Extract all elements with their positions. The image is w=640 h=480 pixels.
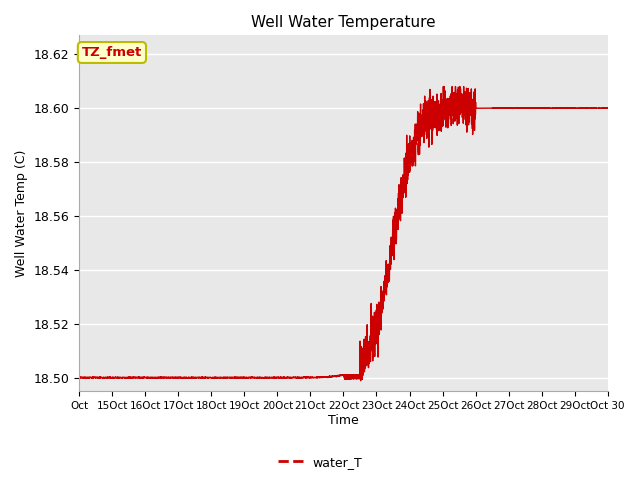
Y-axis label: Well Water Temp (C): Well Water Temp (C) bbox=[15, 150, 28, 277]
Title: Well Water Temperature: Well Water Temperature bbox=[251, 15, 436, 30]
Legend: water_T: water_T bbox=[273, 451, 367, 474]
Text: TZ_fmet: TZ_fmet bbox=[82, 46, 142, 59]
X-axis label: Time: Time bbox=[328, 414, 359, 427]
